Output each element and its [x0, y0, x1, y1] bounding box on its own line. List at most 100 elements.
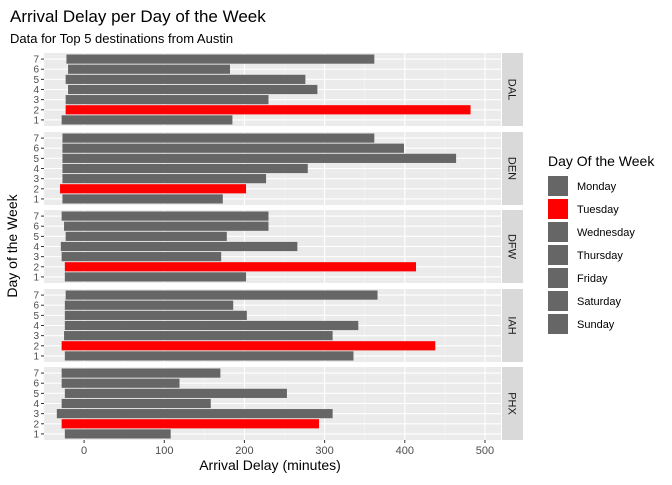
legend-key-tuesday	[548, 199, 568, 219]
bar-iah-day-3	[64, 331, 333, 341]
y-tick-label: 4	[33, 85, 39, 96]
y-tick-label: 5	[33, 154, 39, 165]
bar-iah-day-1	[64, 351, 354, 361]
bar-den-day-3	[62, 174, 267, 184]
legend-label-friday: Friday	[577, 273, 608, 285]
facet-strip-label: DEN	[506, 157, 518, 180]
bar-phx-day-3	[56, 409, 333, 419]
facet-strip	[502, 132, 523, 205]
y-tick-label: 1	[33, 272, 39, 283]
bar-dal-day-2	[65, 105, 471, 115]
x-tick-label: 500	[476, 445, 494, 457]
y-tick-label: 7	[33, 369, 39, 380]
bar-iah-day-2	[61, 341, 436, 351]
y-axis-label: Day of the Week	[4, 193, 20, 297]
y-tick-label: 1	[33, 194, 39, 205]
facet-strip-label: PHX	[506, 392, 518, 415]
legend-label-tuesday: Tuesday	[577, 204, 619, 216]
facet-strip	[502, 210, 523, 283]
x-tick-label: 100	[155, 445, 173, 457]
y-tick-label: 6	[33, 379, 39, 390]
legend-label-monday: Monday	[577, 181, 617, 193]
bar-iah-day-4	[64, 320, 359, 331]
x-axis: 0 100 200 300 400 500	[81, 440, 494, 457]
bar-dal-day-5	[65, 74, 306, 84]
facet-strip-label: DAL	[506, 79, 518, 100]
y-tick-label: 7	[33, 134, 39, 145]
legend-key-wednesday	[548, 222, 568, 242]
legend-key-thursday	[548, 245, 568, 265]
bar-den-day-4	[62, 163, 308, 174]
bar-phx-day-5	[64, 388, 287, 398]
y-tick-label: 1	[33, 115, 39, 126]
legend-label-saturday: Saturday	[577, 296, 622, 308]
bar-phx-day-6	[61, 378, 180, 388]
y-tick-label: 1	[33, 429, 39, 440]
bar-den-day-5	[62, 153, 457, 163]
y-tick-label: 2	[33, 184, 39, 195]
facet-strip-label: DFW	[506, 234, 518, 260]
legend-key-saturday	[548, 291, 568, 311]
y-tick-label: 3	[33, 174, 39, 185]
y-tick-label: 5	[33, 389, 39, 400]
y-tick-label: 3	[33, 95, 39, 106]
x-tick-label: 300	[315, 445, 333, 457]
y-tick-label: 2	[33, 262, 39, 273]
legend-label-sunday: Sunday	[577, 319, 615, 331]
y-tick-label: 1	[33, 351, 39, 362]
bar-dal-day-4	[68, 84, 318, 95]
y-tick-label: 4	[33, 321, 39, 332]
y-tick-label: 3	[33, 409, 39, 420]
y-tick-label: 7	[33, 212, 39, 223]
y-tick-label: 4	[33, 399, 39, 410]
bar-dfw-day-5	[65, 231, 227, 241]
y-tick-label: 6	[33, 65, 39, 76]
y-tick-label: 7	[33, 291, 39, 302]
bar-phx-day-1	[64, 429, 171, 439]
x-tick-label: 400	[396, 445, 414, 457]
y-tick-label: 2	[33, 341, 39, 352]
legend-key-friday	[548, 268, 568, 288]
bar-dal-day-3	[65, 95, 269, 105]
bar-dfw-day-7	[61, 211, 269, 221]
x-tick-label: 200	[235, 445, 253, 457]
bar-den-day-2	[60, 184, 247, 194]
x-axis-label: Arrival Delay (minutes)	[199, 457, 341, 473]
bar-phx-day-7	[61, 368, 221, 378]
legend: Monday Tuesday Wednesday Thursday Friday Satu…	[548, 176, 635, 334]
y-tick-label: 4	[33, 242, 39, 253]
y-tick-label: 6	[33, 144, 39, 155]
bar-dfw-day-2	[64, 262, 417, 272]
y-tick-label: 5	[33, 232, 39, 243]
bar-dfw-day-6	[64, 221, 269, 231]
legend-title: Day Of the Week	[548, 153, 655, 169]
y-tick-label: 3	[33, 331, 39, 342]
bar-iah-day-5	[64, 310, 247, 320]
bar-dal-day-1	[61, 115, 233, 125]
bar-dfw-day-3	[61, 252, 222, 262]
bar-dal-day-7	[66, 54, 375, 64]
facet-strip-label: IAH	[506, 316, 518, 334]
bar-dfw-day-4	[60, 241, 298, 252]
chart-subtitle: Data for Top 5 destinations from Austin	[10, 31, 233, 46]
y-tick-label: 6	[33, 301, 39, 312]
y-tick-label: 2	[33, 419, 39, 430]
facet-panels: 1234567DAL1234567DEN1234567DFW1234567IAH…	[33, 53, 523, 440]
facet-strip	[502, 367, 523, 440]
bar-iah-day-7	[65, 290, 378, 300]
bar-dal-day-6	[68, 64, 231, 74]
bar-den-day-1	[62, 194, 223, 204]
bar-dfw-day-1	[64, 272, 247, 282]
legend-label-thursday: Thursday	[577, 250, 623, 262]
y-tick-label: 5	[33, 311, 39, 322]
legend-label-wednesday: Wednesday	[577, 227, 635, 239]
legend-key-sunday	[548, 314, 568, 334]
x-tick-label: 0	[81, 445, 87, 457]
y-tick-label: 2	[33, 105, 39, 116]
bar-phx-day-4	[61, 398, 211, 409]
bar-phx-day-2	[61, 419, 320, 429]
legend-key-monday	[548, 176, 568, 196]
